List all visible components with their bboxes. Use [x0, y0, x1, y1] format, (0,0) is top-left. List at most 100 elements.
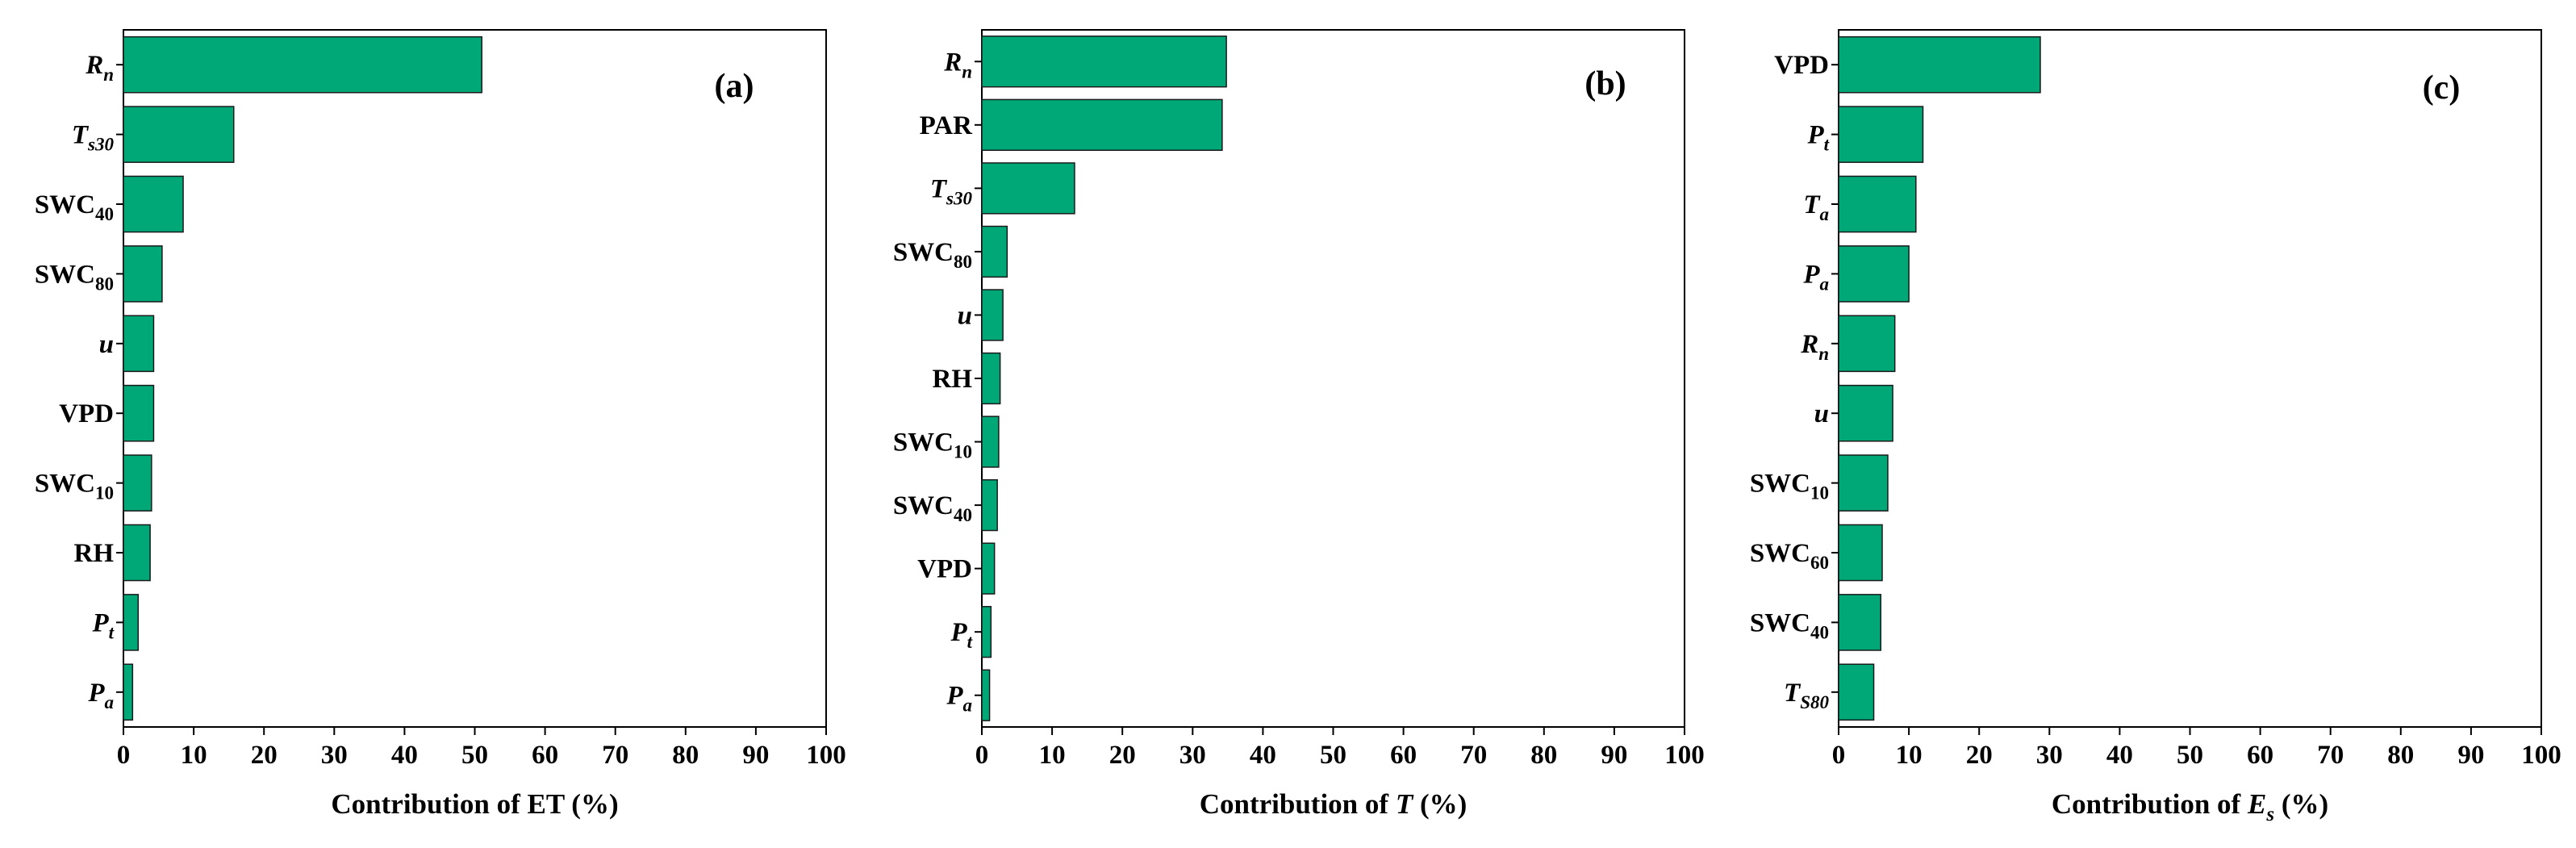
bar [981, 225, 1008, 278]
bar [1838, 454, 1889, 512]
y-tick-label: SWC80 [35, 260, 114, 294]
panel-0: Rn Ts30 SWC40 SWC80 u VPD SWC10 RH Pt Pa0 10 20 30 40… [35, 29, 846, 820]
x-tick-label: 0 [975, 741, 989, 770]
y-tick-label: Rn [943, 48, 972, 81]
bar [123, 315, 155, 373]
bar [123, 245, 163, 303]
y-tick-label: VPD [59, 399, 114, 428]
y-tick-label: TS80 [1784, 679, 1829, 712]
x-tick-label: 20 [1966, 741, 1993, 770]
x-tick-label: 10 [181, 741, 207, 770]
y-tick-label: Rn [85, 51, 114, 85]
x-axis-title: Contribution of T (%) [1200, 788, 1468, 820]
x-tick-label: 70 [1460, 741, 1487, 770]
bar [1838, 175, 1917, 233]
bar [1838, 524, 1883, 582]
bar [981, 98, 1223, 151]
x-tick-label: 100 [2521, 741, 2561, 770]
bar [981, 416, 1000, 468]
bar [123, 594, 140, 651]
x-tick-label: 90 [742, 741, 769, 770]
x-tick-label: 80 [2387, 741, 2414, 770]
y-tick-label: SWC40 [893, 491, 972, 525]
y-tick-label: SWC10 [893, 428, 972, 462]
x-tick-label: 80 [672, 741, 699, 770]
x-tick-label: 20 [1109, 741, 1136, 770]
bar [981, 669, 991, 721]
bar [981, 289, 1004, 341]
bar [123, 524, 151, 582]
panel-label: (b) [1584, 65, 1626, 102]
x-tick-label: 50 [2177, 741, 2203, 770]
bar [1838, 245, 1910, 303]
y-tick-label: u [1814, 399, 1829, 428]
x-tick-label: 70 [2317, 741, 2344, 770]
x-tick-label: 70 [602, 741, 628, 770]
bar [123, 175, 184, 233]
x-tick-label: 40 [391, 741, 418, 770]
panel-1: Rn PAR Ts30 SWC80 u RH SWC10 SWC40 VPD Pt Pa0 10 20 3… [893, 29, 1705, 820]
y-tick-label: u [958, 301, 972, 330]
x-tick-label: 30 [2036, 741, 2063, 770]
x-tick-label: 100 [806, 741, 846, 770]
y-tick-label: RH [74, 539, 115, 568]
x-tick-label: 20 [251, 741, 278, 770]
y-tick-label: SWC10 [1750, 470, 1829, 503]
x-tick-label: 10 [1039, 741, 1066, 770]
bar [981, 162, 1075, 215]
x-tick-label: 60 [2247, 741, 2273, 770]
panel-label: (a) [715, 68, 754, 105]
y-tick-label: Pt [91, 608, 114, 642]
bar [981, 352, 1001, 405]
x-tick-label: 60 [532, 741, 558, 770]
bar [981, 606, 992, 658]
bar [1838, 594, 1882, 651]
x-tick-label: 80 [1530, 741, 1557, 770]
y-tick-label: Pt [1806, 121, 1829, 155]
y-tick-label: u [99, 330, 114, 359]
y-tick-label: SWC80 [893, 238, 972, 272]
x-tick-label: 90 [2457, 741, 2484, 770]
bar [1838, 663, 1875, 721]
x-tick-label: 0 [117, 741, 131, 770]
x-tick-label: 30 [1179, 741, 1206, 770]
x-tick-label: 50 [461, 741, 488, 770]
x-tick-label: 60 [1390, 741, 1417, 770]
y-tick-label: PAR [920, 111, 974, 140]
x-tick-label: 50 [1320, 741, 1346, 770]
y-tick-label: Ts30 [930, 174, 973, 208]
y-tick-label: Pt [950, 618, 972, 652]
bar [123, 36, 482, 94]
x-axis-title: Contribution of Es (%) [2052, 788, 2328, 825]
bar [123, 106, 235, 163]
y-tick-label: Pa [87, 679, 114, 712]
y-tick-label: Ta [1803, 190, 1829, 224]
y-tick-label: Ts30 [72, 121, 115, 155]
y-tick-label: RH [933, 365, 973, 394]
bar [981, 542, 996, 595]
x-tick-label: 100 [1664, 741, 1705, 770]
x-tick-label: 90 [1601, 741, 1627, 770]
bar [981, 36, 1227, 88]
bar [1838, 384, 1893, 442]
bar [1838, 106, 1924, 163]
x-tick-label: 10 [1896, 741, 1923, 770]
y-tick-label: Pa [1802, 260, 1829, 294]
y-tick-label: SWC10 [35, 470, 114, 503]
y-tick-label: VPD [917, 555, 972, 584]
y-tick-label: Pa [946, 682, 972, 716]
x-tick-label: 30 [321, 741, 348, 770]
bar [123, 384, 155, 442]
y-tick-label: SWC40 [35, 190, 114, 224]
y-tick-label: SWC60 [1750, 539, 1829, 573]
y-tick-label: SWC40 [1750, 608, 1829, 642]
bar [1838, 36, 2041, 94]
bar [123, 454, 152, 512]
x-tick-label: 40 [1250, 741, 1276, 770]
y-tick-label: Rn [1800, 330, 1829, 364]
x-axis-title: Contribution of ET (%) [331, 788, 618, 820]
bar [123, 663, 134, 721]
x-tick-label: 0 [1832, 741, 1846, 770]
